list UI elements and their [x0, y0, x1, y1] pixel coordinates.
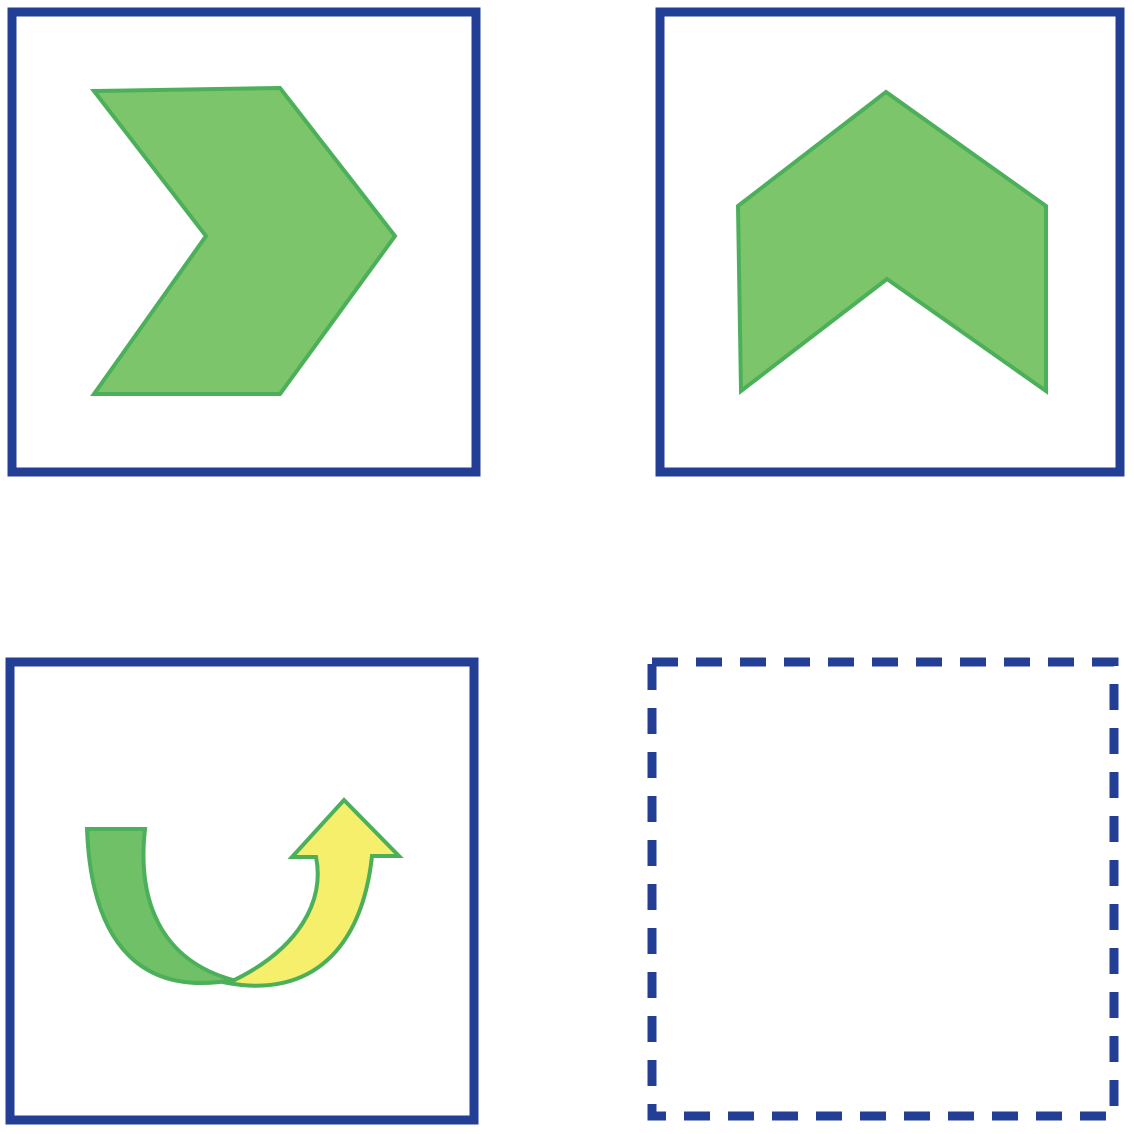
chevron-up-shape [735, 89, 1048, 396]
curved-arrow-rotate-icon [84, 797, 404, 988]
panel-transformation [5, 657, 479, 1125]
chevron-right-shape [89, 85, 398, 396]
panel-transformed [655, 7, 1125, 477]
arrow-head-yellow [221, 797, 404, 988]
panel-answer-frame-dashed [647, 657, 1119, 1121]
panel-transformation-frame [5, 657, 479, 1125]
panel-answer [647, 657, 1119, 1121]
panel-original [7, 7, 481, 477]
